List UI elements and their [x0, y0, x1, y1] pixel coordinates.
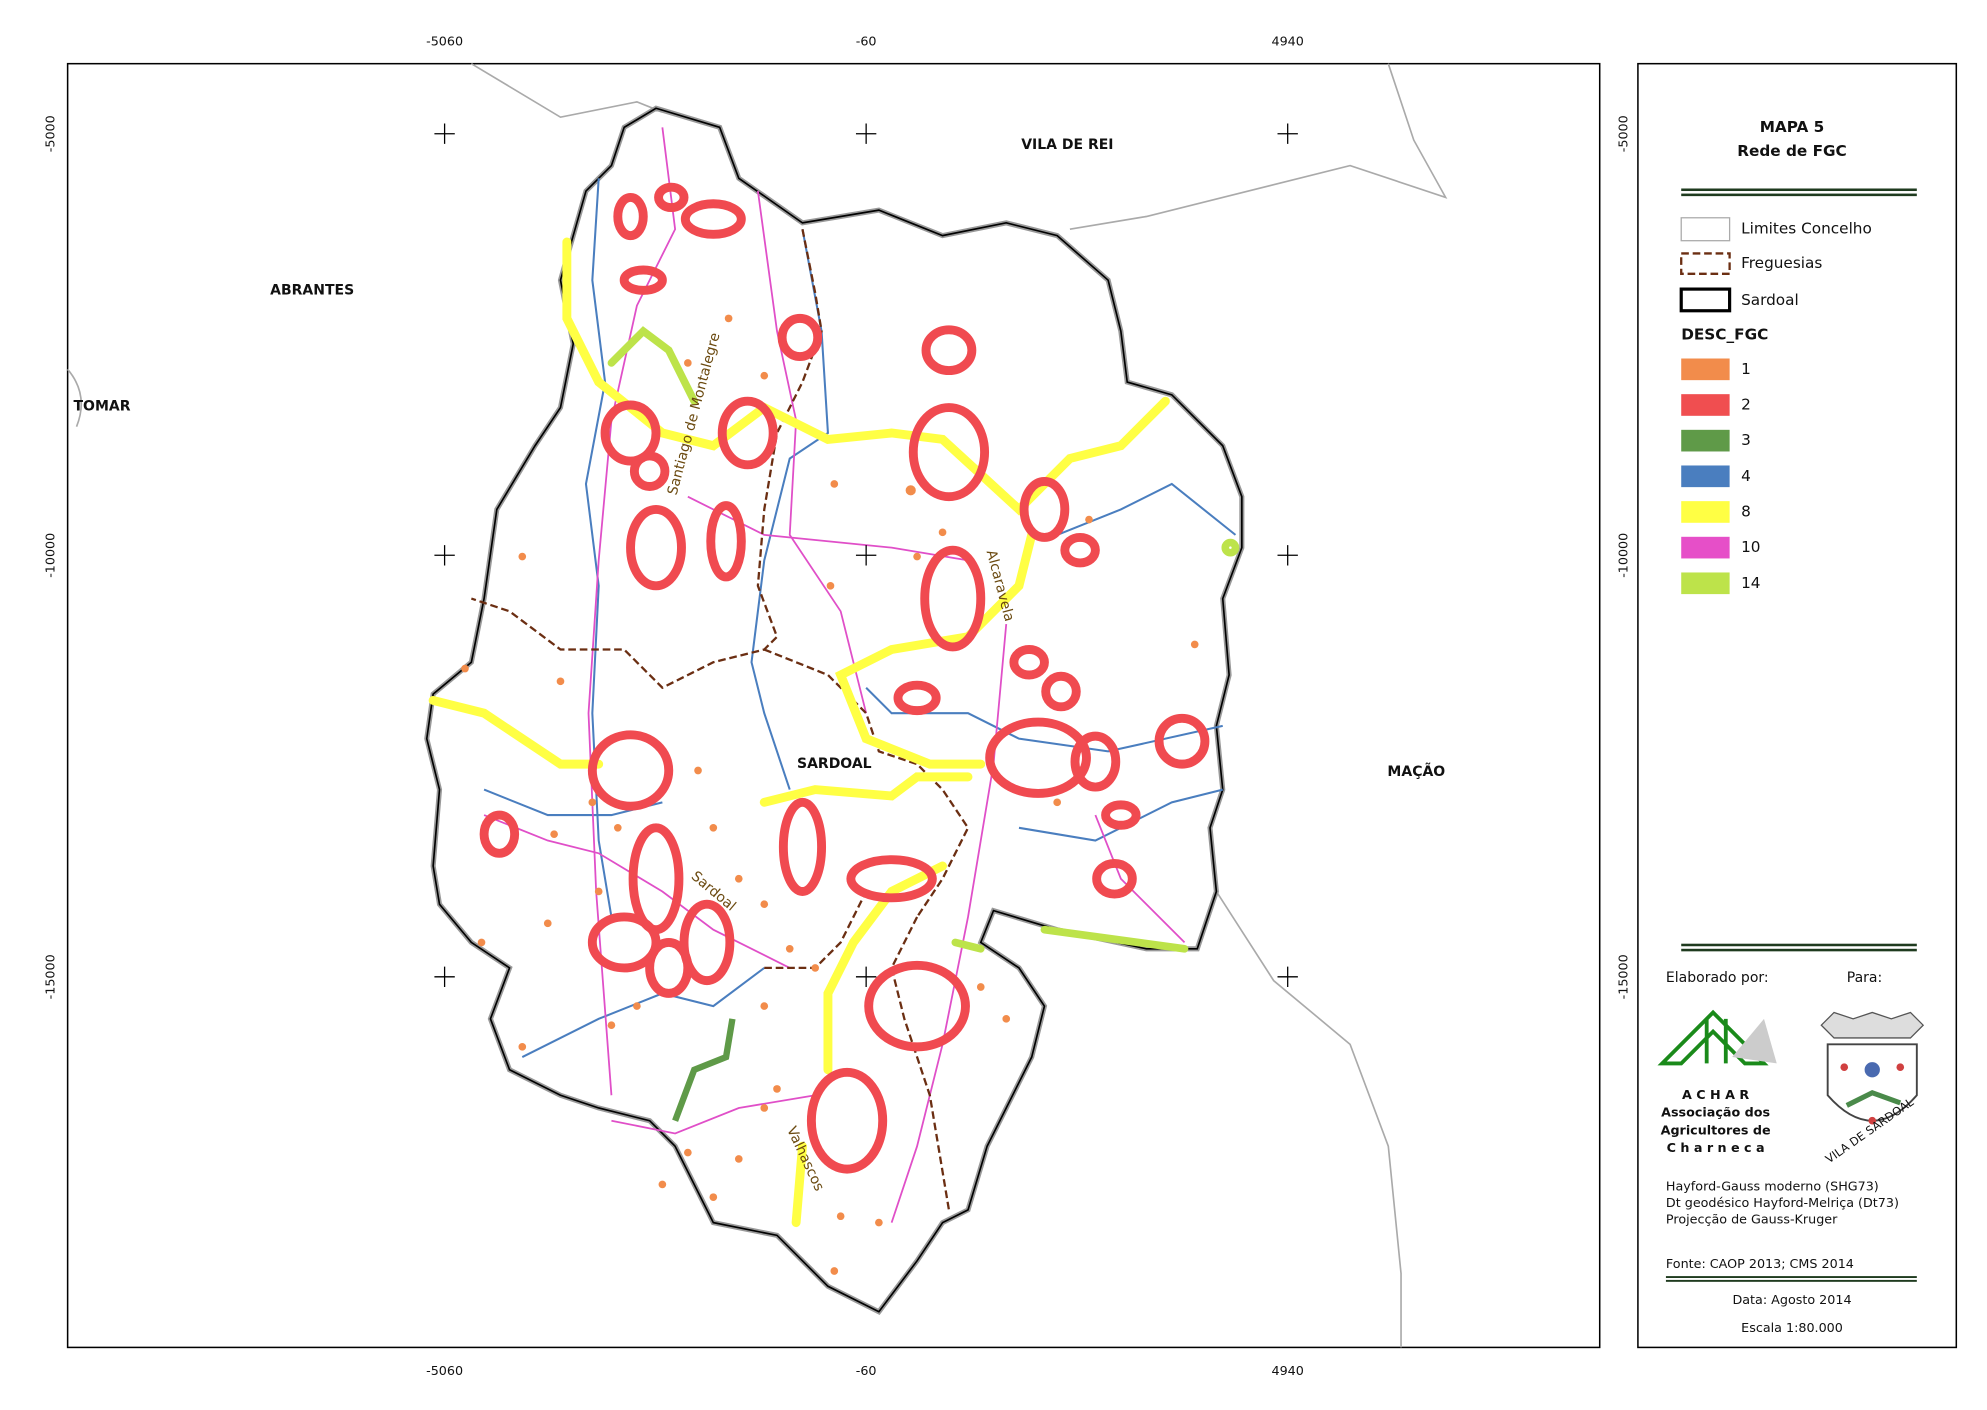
fgc-1-points [461, 314, 1199, 1275]
legend-label: Freguesias [1741, 254, 1822, 272]
credit-label: Para: [1847, 970, 1882, 986]
grid-x-label: -5060 [426, 1364, 463, 1379]
grid-y-label: -10000 [44, 533, 59, 578]
legend-label: 14 [1741, 574, 1760, 592]
legend-classes: 1 2 3 4 8 10 14 [1681, 358, 1761, 595]
projection-line: Dt geodésico Hayford-Melriça (Dt73) [1666, 1196, 1899, 1211]
separator [1665, 1276, 1917, 1279]
grid-cross [434, 123, 455, 144]
org-line: Agricultores de [1661, 1123, 1771, 1138]
legend-swatch [1681, 572, 1730, 595]
legend-label: 10 [1741, 538, 1760, 556]
grid-cross [855, 545, 877, 566]
grid-x-label: 4940 [1272, 35, 1304, 50]
legend-swatch [1681, 536, 1730, 559]
grid-y-label: -5000 [44, 115, 59, 152]
fgc-14 [607, 326, 1240, 953]
grid-cross [1277, 545, 1298, 566]
separator [1681, 193, 1917, 197]
legend-swatch [1680, 252, 1731, 275]
grid-y-label: -15000 [44, 954, 59, 999]
place-label: ABRANTES [270, 282, 354, 298]
grid: -5060 -5060 -60 -60 4940 4940 -5000 -5000 -10000… [44, 35, 1632, 1380]
legend-swatch [1679, 287, 1732, 313]
map-frame [66, 62, 1601, 1349]
grid-x-label: -60 [856, 1364, 877, 1379]
legend-swatch [1681, 429, 1730, 452]
legend-swatch [1681, 358, 1730, 381]
grid-cross [434, 545, 455, 566]
grid-cross [1277, 966, 1298, 988]
separator [1665, 1279, 1917, 1282]
org-line: A C H A R [1682, 1088, 1749, 1103]
legend: MAPA 5 Rede de FGC Limites Concelho Freg… [1657, 118, 1925, 1336]
achar-logo [1657, 1009, 1777, 1066]
grid-cross [1277, 123, 1298, 144]
place-label: TOMAR [74, 398, 131, 414]
fgc-3 [672, 1018, 736, 1122]
grid-cross [434, 966, 455, 988]
grid-x-label: 4940 [1272, 1364, 1304, 1379]
grid-x-label: -5060 [426, 35, 463, 50]
separator [1681, 948, 1917, 952]
legend-frame [1637, 62, 1958, 1349]
date: Data: Agosto 2014 [1732, 1293, 1851, 1308]
grid-y-label: -5000 [1616, 115, 1631, 152]
place-label: SARDOAL [797, 756, 872, 772]
legend-swatch [1681, 394, 1730, 416]
projection-line: Hayford-Gauss moderno (SHG73) [1666, 1179, 1879, 1194]
fgc-2 [479, 182, 1210, 1174]
fgc-8 [428, 237, 1170, 1228]
grid-x-label: -60 [856, 35, 877, 50]
legend-label: 8 [1741, 502, 1751, 520]
legend-label: 2 [1741, 395, 1751, 413]
place-label: VILA DE REI [1021, 137, 1113, 153]
grid-y-label: -10000 [1616, 533, 1631, 578]
separator [1681, 943, 1917, 947]
place-label: MAÇÃO [1387, 763, 1445, 780]
projection-line: Projecção de Gauss-Kruger [1666, 1213, 1838, 1228]
legend-label: 4 [1741, 467, 1751, 485]
org-line: C h a r n e c a [1667, 1141, 1765, 1156]
sardoal-coat-of-arms [1820, 1011, 1925, 1125]
legend-label: Sardoal [1741, 291, 1799, 309]
neighbour-boundaries [66, 62, 1448, 1348]
map-subtitle: Rede de FGC [1737, 142, 1846, 160]
separator [1681, 188, 1917, 192]
scale: Escala 1:80.000 [1741, 1321, 1843, 1336]
org-line: Associação dos [1661, 1106, 1770, 1121]
legend-swatch [1680, 217, 1731, 242]
legend-label: 1 [1741, 360, 1751, 378]
grid-y-label: -15000 [1616, 954, 1631, 999]
map-title: MAPA 5 [1760, 118, 1825, 136]
legend-label: Limites Concelho [1741, 220, 1872, 238]
legend-label: 3 [1741, 431, 1751, 449]
grid-cross [855, 966, 877, 988]
grid-cross [855, 123, 877, 144]
legend-swatch [1681, 465, 1730, 488]
legend-swatch [1681, 501, 1730, 523]
source: Fonte: CAOP 2013; CMS 2014 [1666, 1257, 1854, 1272]
credit-label: Elaborado por: [1666, 970, 1769, 986]
legend-field: DESC_FGC [1681, 325, 1768, 343]
